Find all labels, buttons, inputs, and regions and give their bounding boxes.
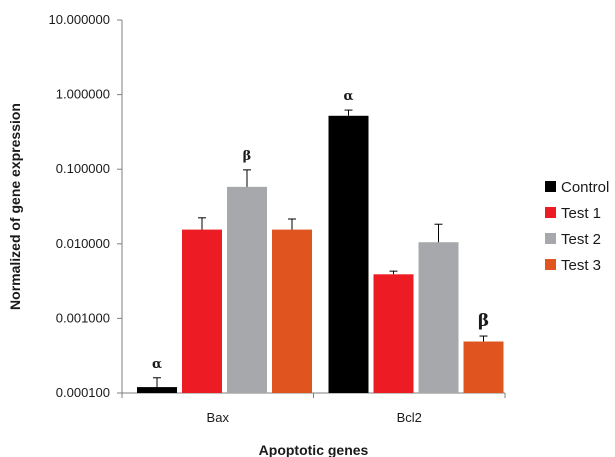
x-tick-label: Bax <box>207 410 230 425</box>
legend-swatch <box>545 207 556 218</box>
data-annotation: α <box>152 357 162 372</box>
bar <box>328 115 369 394</box>
y-tick-label: 0.000100 <box>56 385 110 400</box>
bar <box>373 274 414 393</box>
bar <box>182 229 222 393</box>
data-annotation: β <box>478 311 489 331</box>
y-tick-label: 0.100000 <box>56 161 110 176</box>
legend-entry: Test 1 <box>561 205 601 222</box>
legend-entry: Control <box>561 179 609 196</box>
legend-swatch <box>545 181 556 192</box>
bar <box>137 387 177 393</box>
legend-swatch <box>545 259 556 270</box>
legend-swatch <box>545 233 556 244</box>
legend-entry: Test 2 <box>561 231 601 248</box>
bar <box>418 242 459 393</box>
y-tick-label: 0.010000 <box>56 236 110 251</box>
legend-entry: Test 3 <box>561 257 601 274</box>
y-tick-label: 0.001000 <box>56 310 110 325</box>
bar <box>227 186 267 393</box>
y-axis-title: Normalized of gene expression <box>7 103 23 310</box>
y-tick-label: 1.000000 <box>56 87 110 102</box>
data-annotation: α <box>343 89 353 104</box>
bar <box>463 341 504 393</box>
data-annotation: β <box>243 149 252 164</box>
x-tick-label: Bcl2 <box>397 410 422 425</box>
y-tick-label: 10.000000 <box>49 12 110 27</box>
x-axis-title: Apoptotic genes <box>259 442 369 457</box>
bar <box>272 229 312 393</box>
